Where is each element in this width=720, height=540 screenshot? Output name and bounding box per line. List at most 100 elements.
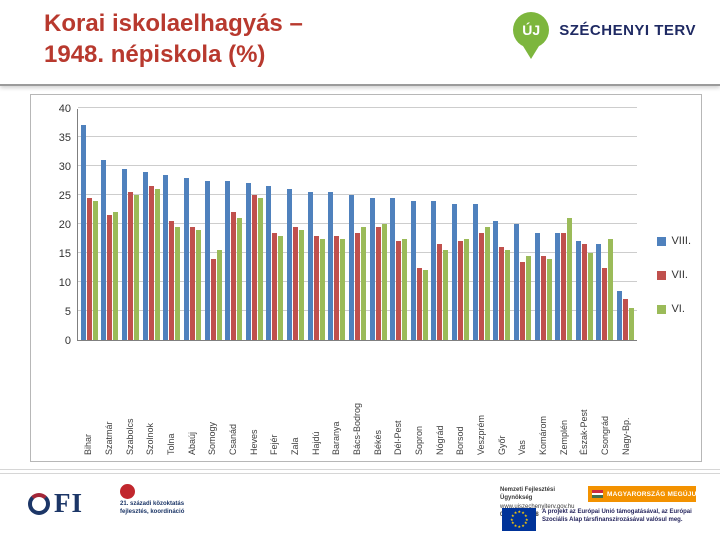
eu-star-icon: ★ — [525, 516, 529, 522]
x-axis-label: Zala — [290, 437, 301, 455]
x-axis-cell: Komárom — [533, 345, 554, 455]
bar-VIII — [452, 203, 458, 340]
bar-VII — [561, 232, 567, 340]
x-axis-cell: Hajdú — [305, 345, 326, 455]
bar-VIII — [245, 183, 251, 340]
bar-VI — [257, 197, 263, 340]
bar-group-Sopron — [409, 109, 430, 340]
x-axis-cell: Abaúj — [181, 345, 202, 455]
bar-VII — [623, 299, 629, 340]
gridline — [78, 194, 637, 195]
bar-group-Tolna — [162, 109, 183, 340]
bar-VI — [443, 250, 449, 340]
legend-swatch — [657, 236, 667, 246]
bar-group-Heves — [244, 109, 265, 340]
x-axis-label: Nagy-Bp. — [620, 417, 631, 455]
bar-VIII — [596, 244, 602, 340]
bar-VIII — [369, 197, 375, 340]
bar-VI — [608, 238, 614, 340]
k21-circle-icon — [120, 484, 135, 499]
flag-stripe-white — [592, 492, 603, 496]
bar-VIII — [307, 192, 313, 340]
x-axis-label: Szolnok — [145, 422, 156, 455]
bar-VII — [169, 221, 175, 340]
gridline — [78, 136, 637, 137]
bar-group-Baranya — [327, 109, 348, 340]
eu-star-icon: ★ — [510, 516, 514, 522]
hungarian-flag-icon — [592, 490, 603, 498]
bar-VI — [505, 250, 511, 340]
y-axis-label: 35 — [58, 132, 71, 144]
bar-VI — [381, 224, 387, 340]
bar-VII — [437, 244, 443, 340]
bar-VII — [396, 241, 402, 340]
bar-VII — [375, 226, 381, 340]
y-axis-label: 5 — [64, 306, 71, 318]
bar-group-Csongrád — [595, 109, 616, 340]
bar-group-Csanád — [223, 109, 244, 340]
x-axis-cell: Fejér — [264, 345, 285, 455]
plot-area — [77, 107, 637, 341]
bar-VI — [587, 253, 593, 340]
bar-VI — [360, 226, 366, 340]
bar-VI — [216, 250, 222, 340]
nfu-website: www.ujszechenyiterv.gov.hu — [500, 503, 575, 510]
bar-group-Szatmár — [100, 109, 121, 340]
bar-VII — [581, 244, 587, 340]
gridline — [78, 165, 637, 166]
flag-stripe-red — [592, 490, 603, 493]
eu-star-icon: ★ — [513, 522, 518, 528]
divider-line — [0, 469, 720, 470]
bar-VIII — [617, 290, 623, 340]
bar-VI — [319, 238, 325, 340]
y-axis-label: 25 — [58, 190, 71, 202]
bar-VII — [293, 226, 299, 340]
k21-logo: 21. századi közoktatás fejlesztés, koord… — [120, 484, 212, 517]
x-axis-cell: Észak-Pest — [574, 345, 595, 455]
bar-VI — [134, 195, 140, 340]
x-axis-label: Csongrád — [600, 415, 611, 455]
bar-group-Bihar — [79, 109, 100, 340]
x-axis-cell: Szolnok — [140, 345, 161, 455]
x-axis-cell: Zemplén — [553, 345, 574, 455]
megujul-text: MAGYARORSZÁG MEGÚJUL — [607, 490, 701, 498]
eu-star-icon: ★ — [521, 510, 525, 515]
bar-VIII — [287, 189, 293, 340]
bar-VIII — [390, 197, 396, 340]
x-axis-label: Csanád — [228, 423, 239, 455]
bar-VII — [86, 197, 92, 340]
bar-VII — [189, 226, 195, 340]
bar-VIII — [575, 241, 581, 340]
slide-title-line2: 1948. népiskola (%) — [44, 41, 266, 69]
y-axis-label: 0 — [64, 335, 71, 347]
pin-label: ÚJ — [522, 22, 541, 38]
bar-VIII — [122, 168, 128, 340]
magyarorszag-megujul-banner: MAGYARORSZÁG MEGÚJUL — [588, 486, 700, 502]
ofi-letters: FI — [54, 488, 83, 518]
bar-VI — [92, 200, 98, 340]
x-axis-cell: Somogy — [202, 345, 223, 455]
k21-text-line1: 21. századi közoktatás — [120, 501, 185, 507]
y-axis-label: 15 — [58, 248, 71, 260]
legend-label: VIII. — [671, 235, 691, 247]
bar-VIII — [328, 192, 334, 340]
x-axis-label: Nógrád — [434, 425, 445, 455]
x-axis-label: Sopron — [414, 425, 425, 455]
map-pin-icon: ÚJ — [513, 12, 550, 62]
bars-container — [78, 109, 637, 340]
bar-VII — [272, 232, 278, 340]
bar-VI — [525, 255, 531, 340]
x-axis-label: Borsod — [455, 426, 466, 455]
bar-group-Borsod — [450, 109, 471, 340]
bar-VII — [519, 261, 525, 340]
y-axis-label: 30 — [58, 161, 71, 173]
legend-item: VIII. — [657, 235, 691, 247]
x-axis-cell: Nógrád — [429, 345, 450, 455]
bar-VII — [602, 267, 608, 340]
k21-text-line2: fejlesztés, koordináció — [120, 508, 185, 515]
bar-VI — [464, 238, 470, 340]
bar-VIII — [225, 180, 231, 340]
bar-group-Somogy — [203, 109, 224, 340]
uj-szechenyi-terv-logo: ÚJ SZÉCHENYI TERV — [513, 12, 696, 62]
bar-VIII — [142, 171, 148, 340]
